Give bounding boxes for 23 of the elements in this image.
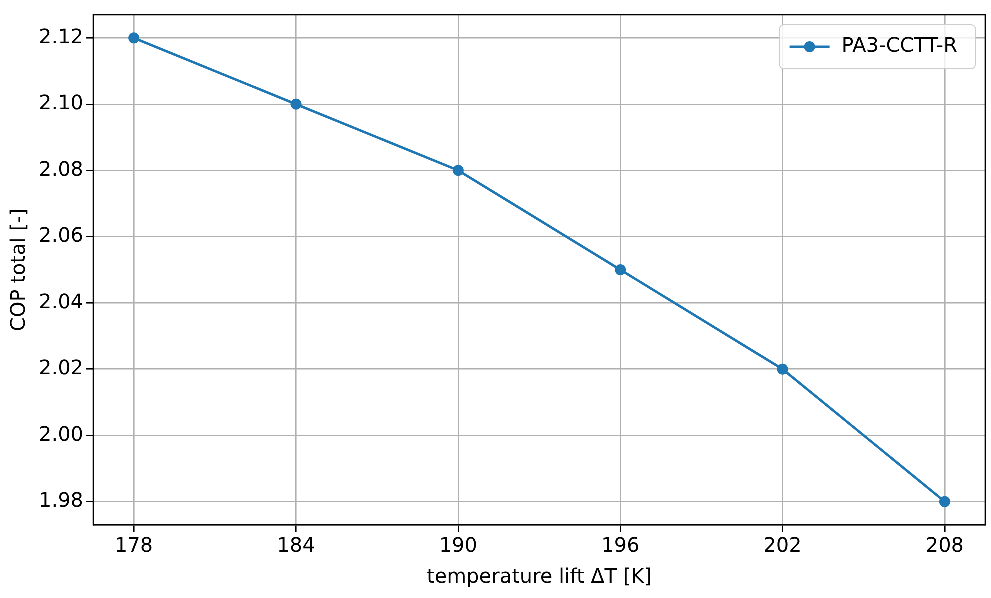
x-tick-label: 196 xyxy=(602,533,640,558)
y-tick-label: 2.08 xyxy=(39,156,84,181)
y-tick-label: 2.04 xyxy=(39,289,84,314)
y-tick-label: 2.12 xyxy=(39,24,84,48)
point xyxy=(777,364,788,375)
x-tick-label: 184 xyxy=(277,533,316,558)
x-tick-label: 208 xyxy=(926,533,964,558)
point xyxy=(452,165,464,176)
x-tick-label: 202 xyxy=(764,533,802,558)
x-tick-label: 178 xyxy=(114,533,154,558)
x-tick-label: 190 xyxy=(439,533,478,558)
y-tick-label: 2.06 xyxy=(39,223,84,248)
y-tick-label: 2.02 xyxy=(39,356,84,380)
y-axis-title: COP total [-] xyxy=(6,208,30,332)
x-axis-title: temperature lift ΔT [K] xyxy=(426,564,652,588)
legend-label: PA3-CCTT-R xyxy=(842,33,958,58)
point xyxy=(128,32,140,44)
y-tick-label: 2.00 xyxy=(39,422,84,446)
point xyxy=(615,264,626,276)
y-tick-label: 1.98 xyxy=(39,488,84,512)
point xyxy=(939,496,950,508)
point xyxy=(290,98,302,110)
y-tick-label: 2.10 xyxy=(39,90,84,115)
